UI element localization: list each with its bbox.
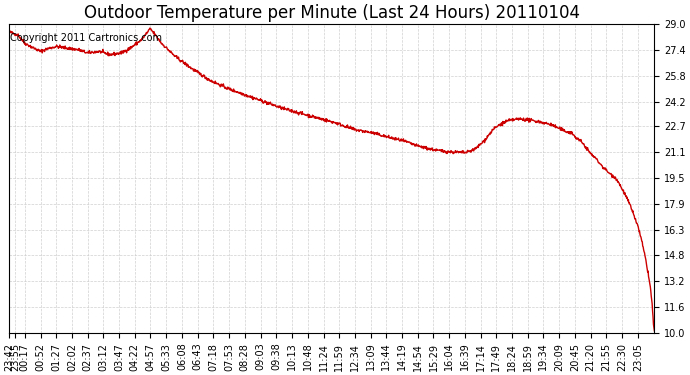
Title: Outdoor Temperature per Minute (Last 24 Hours) 20110104: Outdoor Temperature per Minute (Last 24 … [83, 4, 580, 22]
Text: Copyright 2011 Cartronics.com: Copyright 2011 Cartronics.com [10, 33, 162, 43]
